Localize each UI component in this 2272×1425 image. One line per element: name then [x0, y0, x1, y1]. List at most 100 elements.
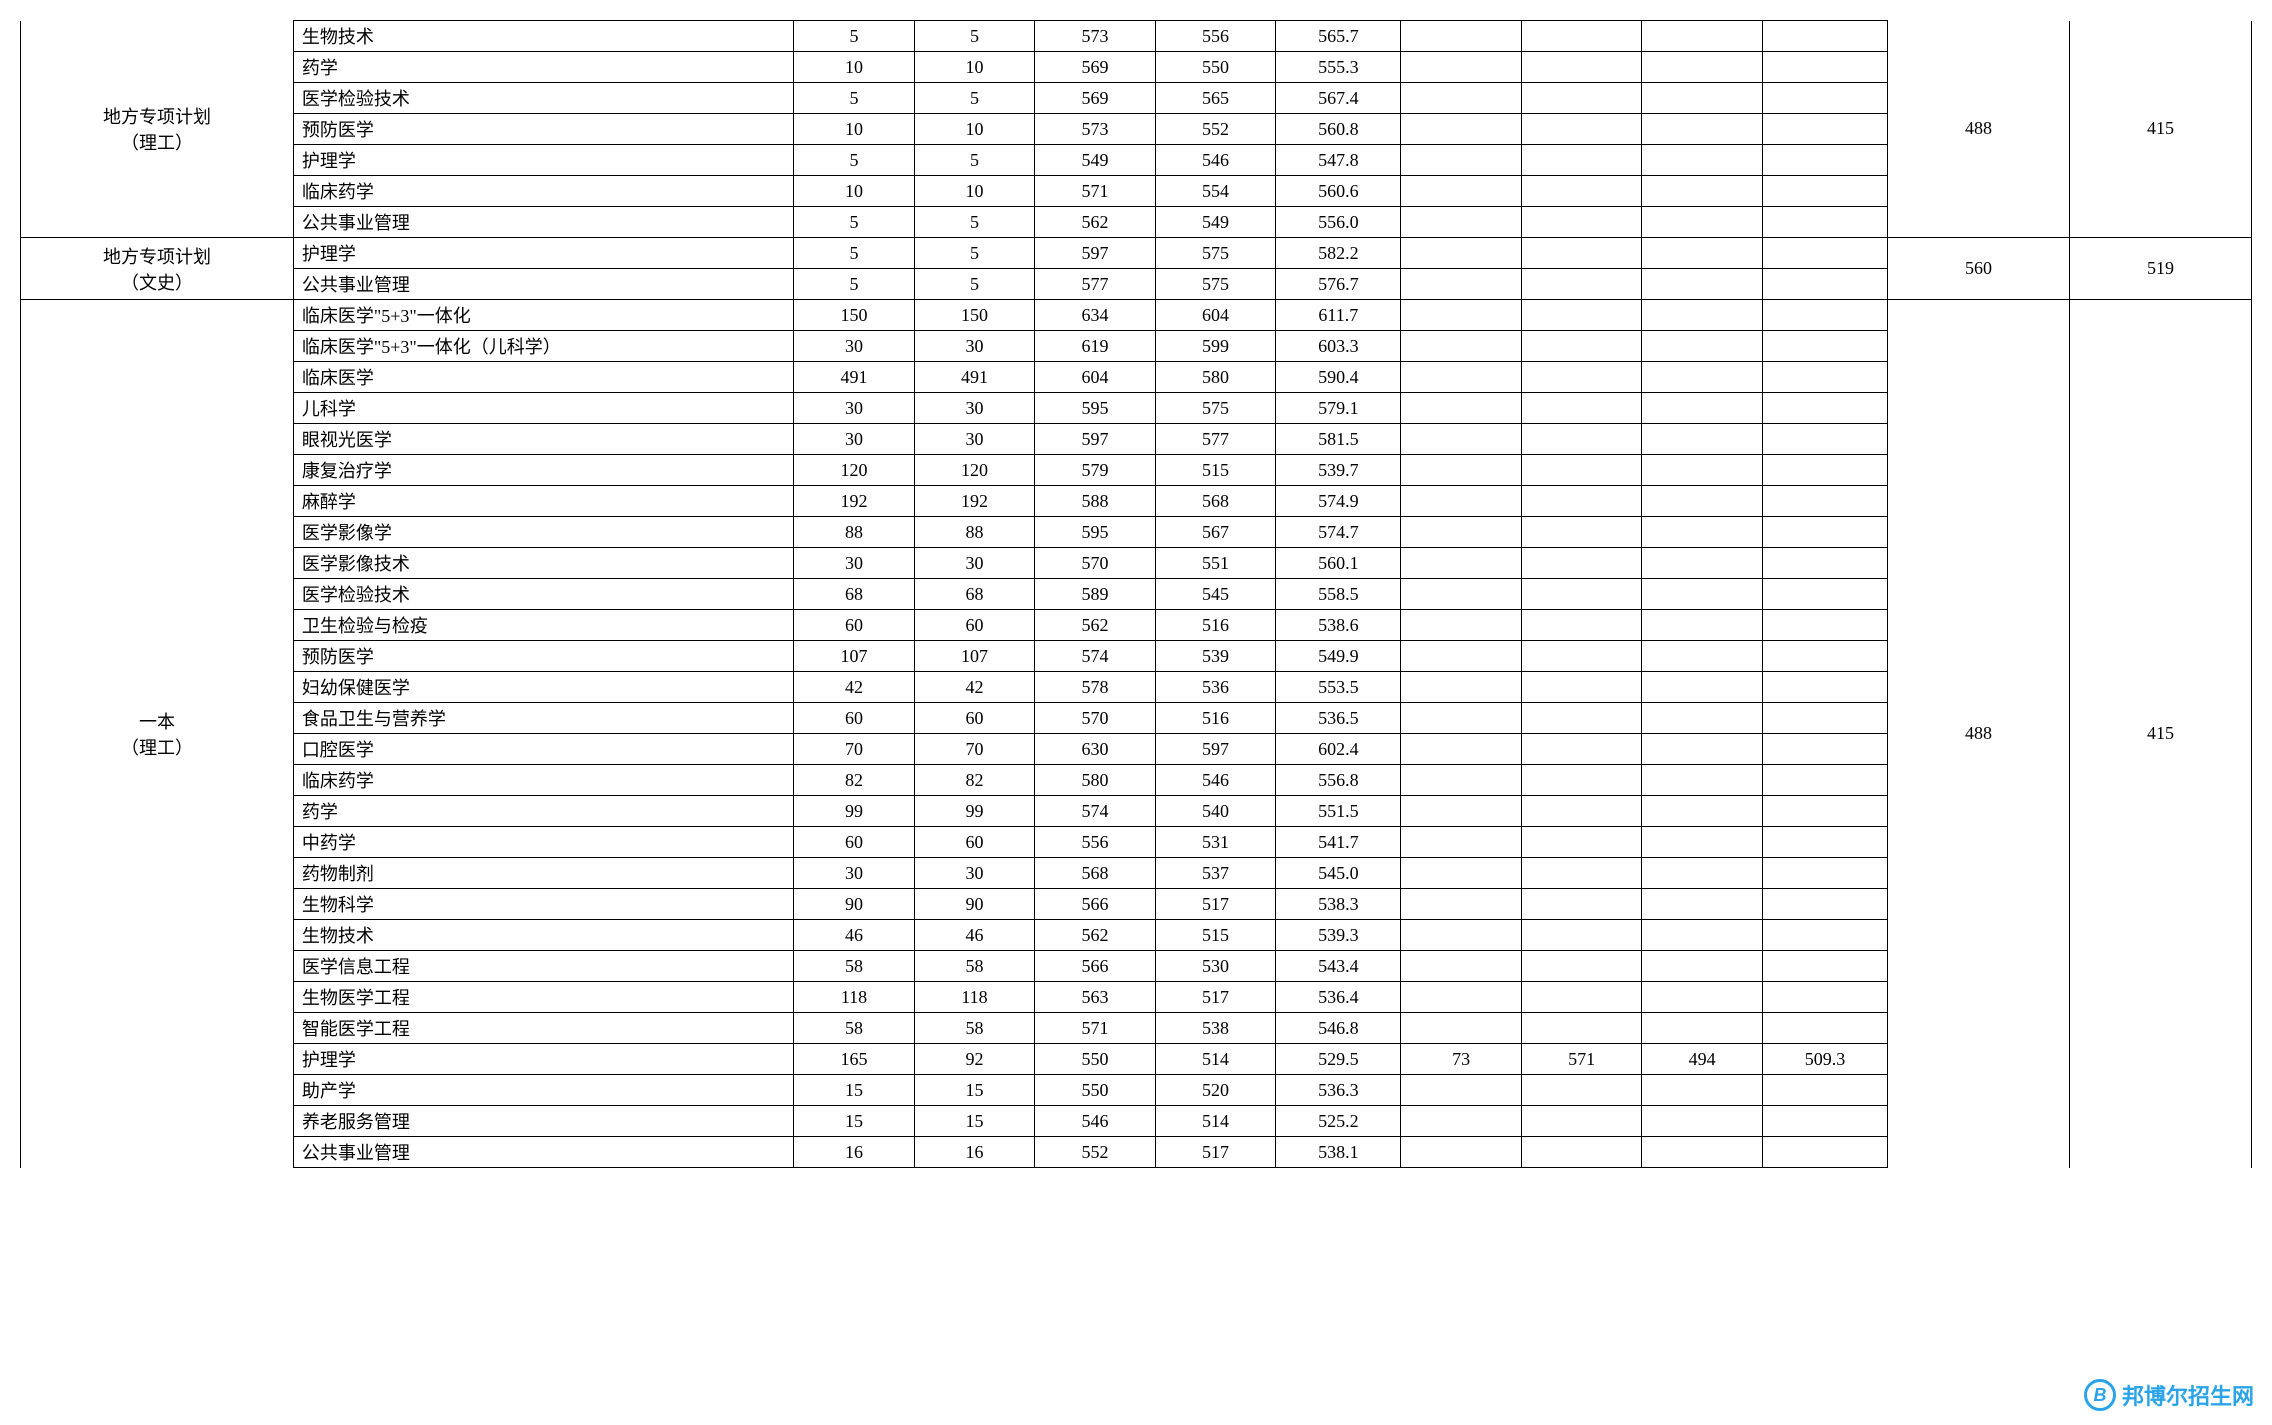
- data-cell-8: [1762, 424, 1887, 455]
- data-cell-0: 491: [794, 362, 915, 393]
- data-cell-7: [1642, 300, 1763, 331]
- data-cell-0: 16: [794, 1137, 915, 1168]
- data-cell-4: 538.3: [1276, 889, 1401, 920]
- data-cell-0: 60: [794, 703, 915, 734]
- data-cell-1: 30: [914, 548, 1035, 579]
- data-cell-4: 536.4: [1276, 982, 1401, 1013]
- data-cell-5: [1401, 83, 1522, 114]
- admissions-table: 地方专项计划（理工）生物技术55573556565.7488415药学10105…: [20, 20, 2252, 1168]
- major-name: 预防医学: [293, 641, 793, 672]
- data-cell-6: [1521, 672, 1642, 703]
- data-cell-5: [1401, 982, 1522, 1013]
- score-line-b: 415: [2069, 300, 2251, 1168]
- data-cell-8: [1762, 641, 1887, 672]
- data-cell-6: [1521, 331, 1642, 362]
- data-cell-1: 5: [914, 269, 1035, 300]
- data-cell-3: 537: [1155, 858, 1276, 889]
- data-cell-3: 516: [1155, 703, 1276, 734]
- data-cell-2: 566: [1035, 951, 1156, 982]
- data-cell-1: 30: [914, 393, 1035, 424]
- data-cell-8: [1762, 548, 1887, 579]
- data-cell-4: 567.4: [1276, 83, 1401, 114]
- data-cell-2: 570: [1035, 548, 1156, 579]
- major-name: 生物科学: [293, 889, 793, 920]
- data-cell-0: 46: [794, 920, 915, 951]
- data-cell-5: [1401, 1075, 1522, 1106]
- data-cell-3: 567: [1155, 517, 1276, 548]
- data-cell-7: 494: [1642, 1044, 1763, 1075]
- data-cell-2: 595: [1035, 393, 1156, 424]
- data-cell-2: 589: [1035, 579, 1156, 610]
- data-cell-4: 581.5: [1276, 424, 1401, 455]
- data-cell-3: 550: [1155, 52, 1276, 83]
- data-cell-0: 10: [794, 176, 915, 207]
- data-cell-7: [1642, 455, 1763, 486]
- data-cell-2: 604: [1035, 362, 1156, 393]
- major-name: 康复治疗学: [293, 455, 793, 486]
- data-cell-3: 575: [1155, 238, 1276, 269]
- data-cell-4: 549.9: [1276, 641, 1401, 672]
- major-name: 临床医学"5+3"一体化: [293, 300, 793, 331]
- data-cell-3: 554: [1155, 176, 1276, 207]
- data-cell-6: [1521, 1013, 1642, 1044]
- data-cell-7: [1642, 765, 1763, 796]
- data-cell-8: [1762, 393, 1887, 424]
- major-name: 口腔医学: [293, 734, 793, 765]
- major-name: 智能医学工程: [293, 1013, 793, 1044]
- data-cell-8: [1762, 951, 1887, 982]
- data-cell-0: 70: [794, 734, 915, 765]
- data-cell-5: [1401, 207, 1522, 238]
- data-cell-4: 560.6: [1276, 176, 1401, 207]
- data-cell-0: 150: [794, 300, 915, 331]
- data-cell-0: 99: [794, 796, 915, 827]
- data-cell-6: [1521, 610, 1642, 641]
- data-cell-4: 558.5: [1276, 579, 1401, 610]
- data-cell-1: 10: [914, 176, 1035, 207]
- data-cell-3: 540: [1155, 796, 1276, 827]
- data-cell-2: 588: [1035, 486, 1156, 517]
- data-cell-4: 579.1: [1276, 393, 1401, 424]
- data-cell-2: 597: [1035, 424, 1156, 455]
- data-cell-8: [1762, 920, 1887, 951]
- data-cell-3: 565: [1155, 83, 1276, 114]
- data-cell-3: 604: [1155, 300, 1276, 331]
- data-cell-5: [1401, 176, 1522, 207]
- data-cell-3: 514: [1155, 1106, 1276, 1137]
- data-cell-2: 569: [1035, 52, 1156, 83]
- data-cell-7: [1642, 796, 1763, 827]
- data-cell-1: 15: [914, 1106, 1035, 1137]
- data-cell-2: 550: [1035, 1044, 1156, 1075]
- major-name: 医学信息工程: [293, 951, 793, 982]
- data-cell-2: 574: [1035, 796, 1156, 827]
- data-cell-6: [1521, 1106, 1642, 1137]
- data-cell-5: [1401, 52, 1522, 83]
- data-cell-0: 30: [794, 393, 915, 424]
- major-name: 医学检验技术: [293, 83, 793, 114]
- score-line-b: 519: [2069, 238, 2251, 300]
- data-cell-3: 546: [1155, 765, 1276, 796]
- data-cell-3: 549: [1155, 207, 1276, 238]
- data-cell-8: [1762, 300, 1887, 331]
- data-cell-1: 118: [914, 982, 1035, 1013]
- data-cell-3: 536: [1155, 672, 1276, 703]
- data-cell-0: 5: [794, 145, 915, 176]
- data-cell-1: 120: [914, 455, 1035, 486]
- data-cell-7: [1642, 579, 1763, 610]
- data-cell-2: 562: [1035, 207, 1156, 238]
- data-cell-4: 536.3: [1276, 1075, 1401, 1106]
- data-cell-4: 582.2: [1276, 238, 1401, 269]
- data-cell-8: [1762, 1106, 1887, 1137]
- score-line-a: 488: [1888, 21, 2070, 238]
- data-cell-5: [1401, 393, 1522, 424]
- data-cell-6: [1521, 827, 1642, 858]
- data-cell-7: [1642, 1106, 1763, 1137]
- data-cell-7: [1642, 176, 1763, 207]
- data-cell-8: [1762, 145, 1887, 176]
- data-cell-4: 574.9: [1276, 486, 1401, 517]
- data-cell-4: 555.3: [1276, 52, 1401, 83]
- data-cell-4: 543.4: [1276, 951, 1401, 982]
- major-name: 食品卫生与营养学: [293, 703, 793, 734]
- data-cell-6: [1521, 796, 1642, 827]
- data-cell-1: 5: [914, 83, 1035, 114]
- data-cell-4: 553.5: [1276, 672, 1401, 703]
